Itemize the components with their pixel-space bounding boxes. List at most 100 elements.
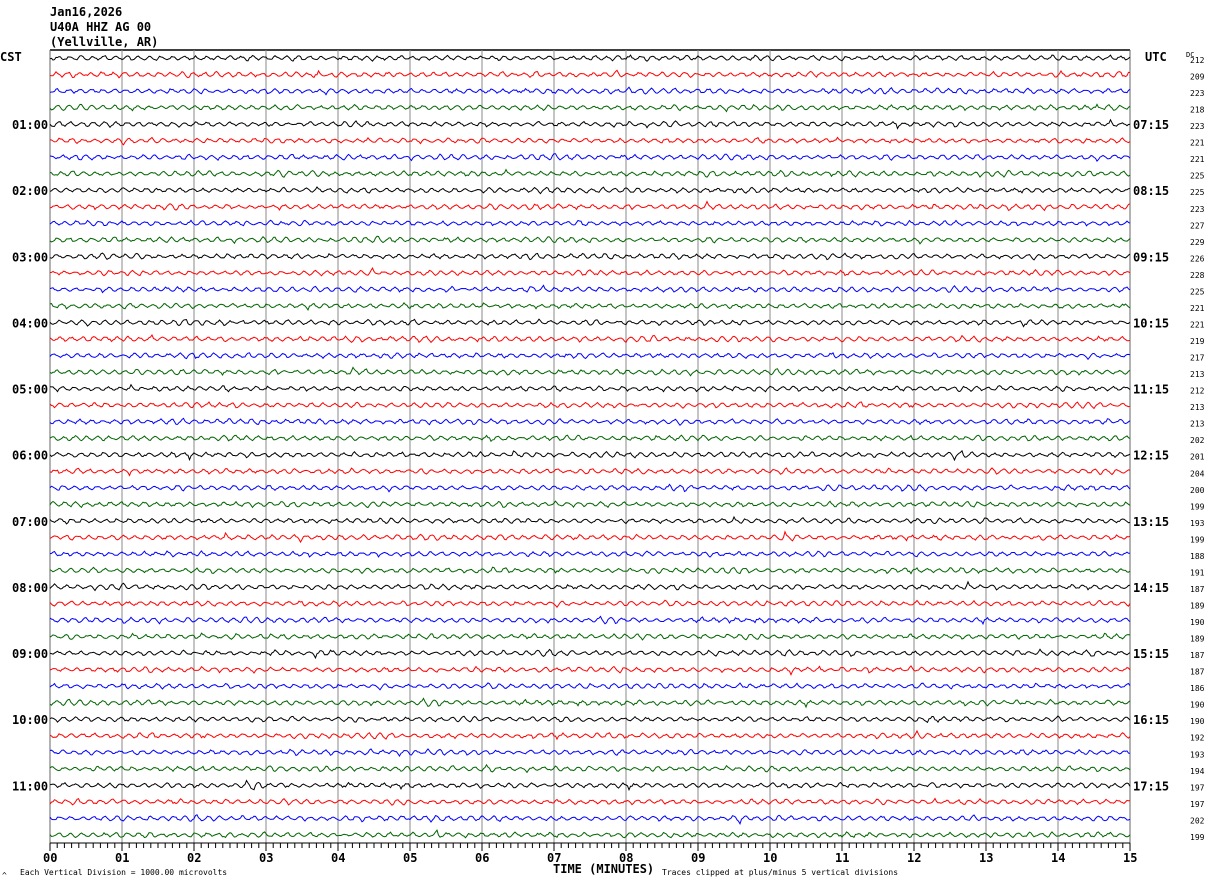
- minute-gridlines: [49, 49, 1131, 843]
- x-tick-label: 03: [259, 851, 273, 865]
- dc-value: 221: [1190, 139, 1205, 148]
- cst-hour-label: 07:00: [12, 515, 48, 529]
- trace-row: [49, 729, 1131, 741]
- dc-value: 197: [1190, 783, 1205, 792]
- dc-value: 221: [1190, 304, 1205, 313]
- dc-value: 209: [1190, 73, 1205, 82]
- x-tick-label: 11: [835, 851, 849, 865]
- dc-value: 226: [1190, 254, 1205, 263]
- trace-row: [49, 153, 1131, 162]
- x-tick-label: 04: [331, 851, 345, 865]
- trace-row: [49, 566, 1131, 575]
- dc-value: 221: [1190, 155, 1205, 164]
- trace-row: [49, 333, 1131, 344]
- cst-hour-label: 04:00: [12, 316, 48, 330]
- cst-hour-label: 05:00: [12, 383, 48, 397]
- row-labels: 212 209 223 218 223 01:00 07:15 221 221 225 225 02:…: [12, 56, 1205, 842]
- dc-value: 187: [1190, 668, 1205, 677]
- dc-value: 212: [1190, 56, 1205, 65]
- dc-value: 191: [1190, 568, 1205, 577]
- dc-value: 189: [1190, 601, 1205, 610]
- trace-row: [49, 186, 1131, 195]
- dc-value: 213: [1190, 420, 1205, 429]
- dc-value: 190: [1190, 717, 1205, 726]
- trace-row: [49, 829, 1131, 839]
- trace-row: [49, 779, 1131, 792]
- dc-value: 213: [1190, 370, 1205, 379]
- trace-row: [49, 648, 1131, 660]
- cst-hour-label: 11:00: [12, 779, 48, 793]
- x-tick-label: 02: [187, 851, 201, 865]
- corner-mark: ^: [2, 871, 7, 880]
- x-tick-label: 15: [1123, 851, 1137, 865]
- utc-hour-label: 15:15: [1133, 647, 1169, 661]
- dc-value: 200: [1190, 486, 1205, 495]
- dc-value: 197: [1190, 800, 1205, 809]
- x-tick-label: 01: [115, 851, 129, 865]
- cst-axis-title: CST: [0, 50, 22, 64]
- dc-value: 202: [1190, 816, 1205, 825]
- cst-hour-label: 06:00: [12, 449, 48, 463]
- utc-hour-label: 16:15: [1133, 713, 1169, 727]
- dc-value: 187: [1190, 585, 1205, 594]
- cst-hour-label: 08:00: [12, 581, 48, 595]
- trace-row: [49, 467, 1131, 477]
- cst-hour-label: 01:00: [12, 118, 48, 132]
- traces: [49, 54, 1131, 839]
- dc-value: 187: [1190, 651, 1205, 660]
- utc-hour-label: 10:15: [1133, 316, 1169, 330]
- trace-row: [49, 434, 1131, 443]
- dc-value: 192: [1190, 734, 1205, 743]
- dc-value: 189: [1190, 635, 1205, 644]
- trace-row: [49, 219, 1131, 227]
- trace-row: [49, 682, 1131, 691]
- trace-row: [49, 449, 1131, 462]
- dc-value: 213: [1190, 403, 1205, 412]
- x-tick-label: 12: [907, 851, 921, 865]
- dc-value: 199: [1190, 535, 1205, 544]
- dc-value: 223: [1190, 122, 1205, 131]
- dc-value: 199: [1190, 833, 1205, 842]
- dc-value: 212: [1190, 387, 1205, 396]
- scale-note: Each Vertical Division = 1000.00 microvo…: [20, 868, 227, 877]
- trace-row: [49, 763, 1131, 774]
- cst-hour-label: 09:00: [12, 647, 48, 661]
- dc-value: 218: [1190, 106, 1205, 115]
- dc-value: 225: [1190, 172, 1205, 181]
- utc-hour-label: 08:15: [1133, 184, 1169, 198]
- trace-row: [49, 318, 1131, 328]
- dc-value: 186: [1190, 684, 1205, 693]
- trace-row: [49, 550, 1130, 558]
- utc-hour-label: 09:15: [1133, 250, 1169, 264]
- dc-value: 223: [1190, 205, 1205, 214]
- dc-value: 188: [1190, 552, 1205, 561]
- trace-row: [49, 665, 1131, 676]
- dc-value: 219: [1190, 337, 1205, 346]
- trace-row: [49, 301, 1131, 311]
- dc-value: 221: [1190, 320, 1205, 329]
- dc-value: 193: [1190, 519, 1205, 528]
- trace-row: [49, 500, 1131, 509]
- trace-row: [49, 483, 1131, 493]
- x-tick-label: 13: [979, 851, 993, 865]
- clip-note: Traces clipped at plus/minus 5 vertical …: [662, 868, 898, 877]
- x-tick-label: 06: [475, 851, 489, 865]
- trace-row: [49, 814, 1131, 826]
- trace-row: [49, 599, 1131, 609]
- cst-hour-label: 03:00: [12, 250, 48, 264]
- utc-hour-label: 14:15: [1133, 581, 1169, 595]
- x-tick-label: 08: [619, 851, 633, 865]
- x-axis-label: TIME (MINUTES): [553, 862, 654, 876]
- trace-row: [49, 715, 1131, 724]
- dc-value: 217: [1190, 354, 1205, 363]
- trace-row: [49, 136, 1131, 146]
- dc-value: 202: [1190, 436, 1205, 445]
- time-axis: 00 01 02 03 04 05 06 07 08 09 10 11 12 13 14 15: [43, 842, 1137, 865]
- trace-row: [49, 748, 1131, 757]
- trace-row: [49, 200, 1131, 212]
- utc-axis-title: UTC: [1145, 50, 1167, 64]
- trace-row: [49, 797, 1130, 806]
- dc-value: 190: [1190, 618, 1205, 627]
- dc-value: 190: [1190, 701, 1205, 710]
